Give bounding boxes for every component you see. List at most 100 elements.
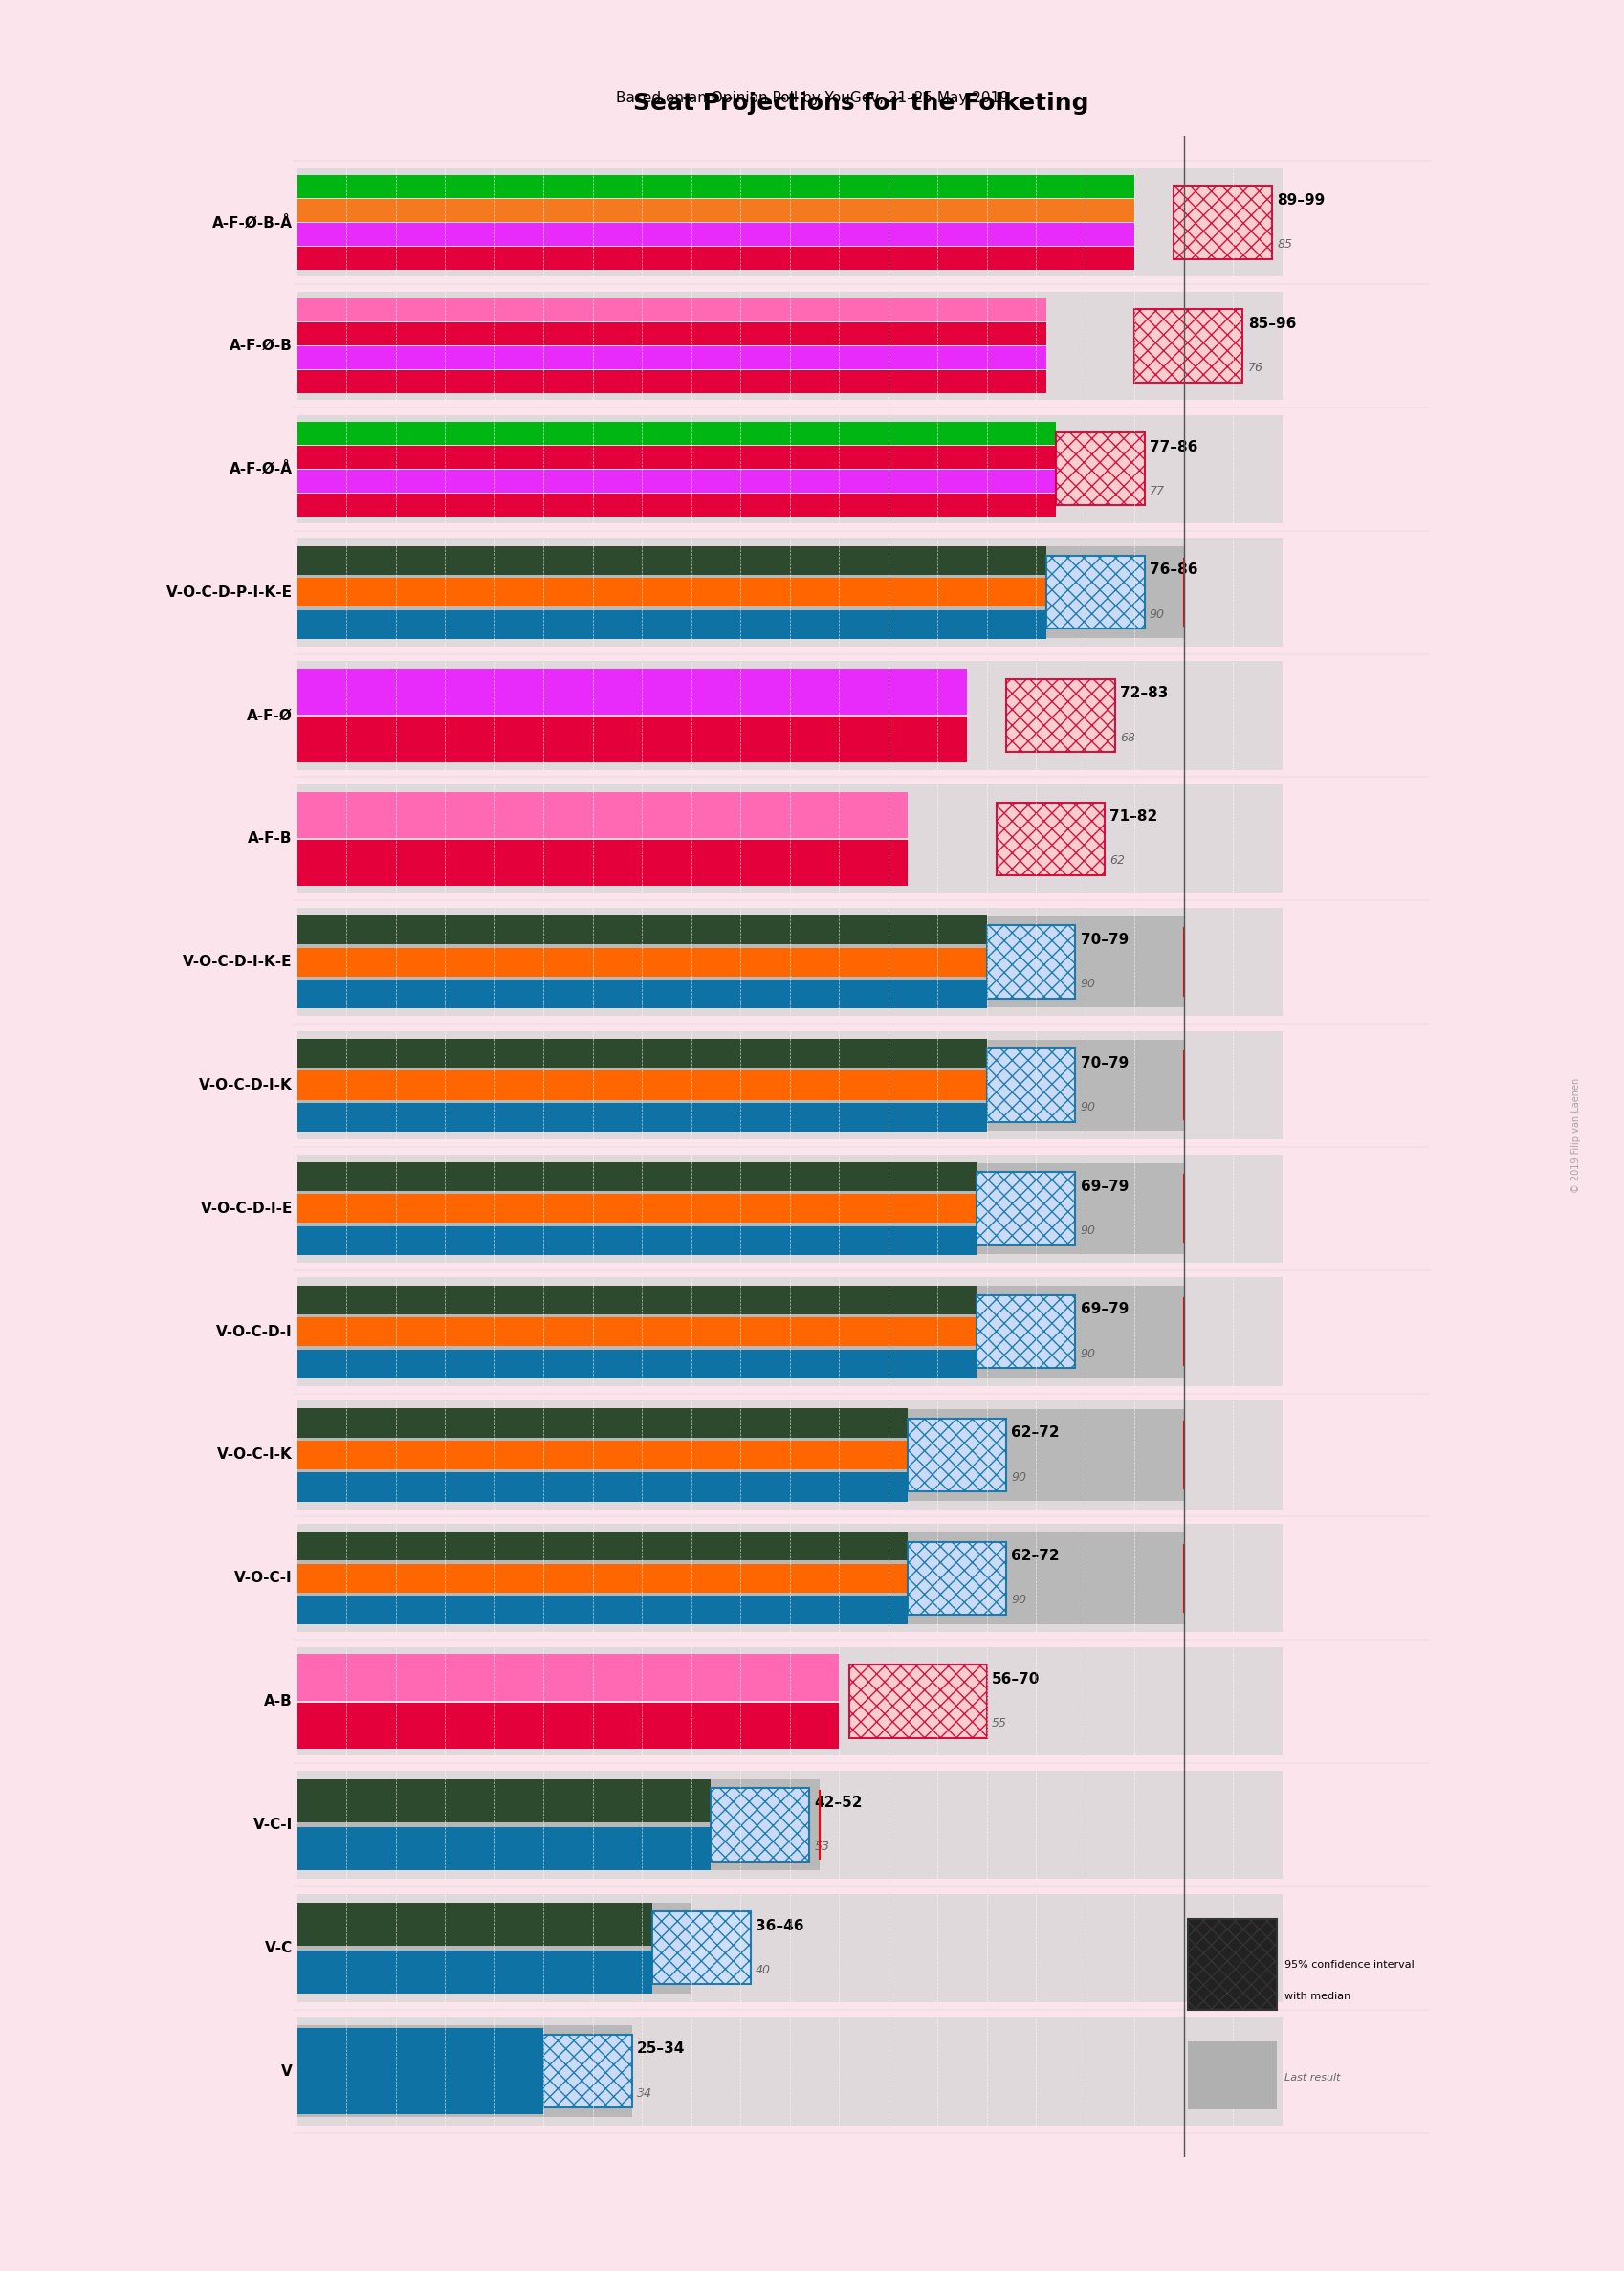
Text: V‑O‑C‑D‑I: V‑O‑C‑D‑I — [216, 1324, 292, 1340]
Bar — [1187, 2042, 1276, 2110]
Text: 70–79: 70–79 — [1080, 933, 1127, 947]
Bar — [297, 947, 986, 977]
Text: A‑B: A‑B — [263, 1694, 292, 1708]
Text: 89–99: 89–99 — [1276, 193, 1325, 207]
Bar — [297, 545, 1046, 575]
Text: 62–72: 62–72 — [1010, 1549, 1059, 1562]
Text: 40: 40 — [755, 1964, 770, 1976]
Text: 53: 53 — [814, 1842, 830, 1853]
Bar — [297, 1410, 1182, 1501]
Bar — [297, 1408, 908, 1438]
Text: 77–86: 77–86 — [1148, 441, 1197, 454]
Text: 85: 85 — [1276, 238, 1291, 250]
Bar — [297, 1285, 1182, 1378]
Text: 70–79: 70–79 — [1080, 1056, 1127, 1070]
Text: 90: 90 — [1010, 1472, 1026, 1483]
Text: Based on an Opinion Poll by YouGov, 21–25 May 2019: Based on an Opinion Poll by YouGov, 21–2… — [615, 91, 1009, 104]
Bar — [297, 322, 1046, 345]
Bar — [1173, 186, 1272, 259]
Bar — [297, 1565, 908, 1592]
Text: V: V — [281, 2064, 292, 2078]
Text: V‑C: V‑C — [265, 1942, 292, 1955]
Bar — [297, 470, 1056, 493]
Bar — [297, 1533, 1182, 1624]
Bar — [297, 1951, 651, 1994]
Bar — [297, 1597, 908, 1624]
Bar — [976, 1172, 1075, 1245]
Text: V‑O‑C‑D‑P‑I‑K‑E: V‑O‑C‑D‑P‑I‑K‑E — [166, 586, 292, 600]
Bar — [986, 927, 1075, 999]
Text: 90: 90 — [1080, 1224, 1095, 1238]
Text: 62–72: 62–72 — [1010, 1426, 1059, 1440]
Bar — [297, 1828, 711, 1871]
Text: A‑F‑Ø‑B‑Å: A‑F‑Ø‑B‑Å — [213, 216, 292, 229]
Bar — [297, 1285, 976, 1315]
Text: 76: 76 — [1247, 361, 1262, 375]
Text: V‑O‑C‑D‑I‑K‑E: V‑O‑C‑D‑I‑K‑E — [184, 954, 292, 970]
Bar — [297, 1040, 1182, 1131]
Bar — [297, 1903, 690, 1994]
Bar — [297, 223, 1134, 245]
Bar — [297, 1771, 1281, 1878]
Bar — [297, 547, 1182, 638]
Bar — [297, 345, 1046, 370]
Bar — [544, 2035, 632, 2107]
Bar — [297, 175, 1134, 198]
Bar — [297, 1653, 838, 1701]
Bar — [297, 248, 1134, 270]
Bar — [297, 1031, 1281, 1140]
Bar — [297, 1401, 1281, 1510]
Bar — [297, 538, 1281, 647]
Text: 55: 55 — [991, 1717, 1007, 1731]
Bar — [297, 1646, 1281, 1755]
Bar — [297, 370, 1046, 393]
Text: 90: 90 — [1080, 1347, 1095, 1360]
Text: V‑O‑C‑D‑I‑K: V‑O‑C‑D‑I‑K — [198, 1079, 292, 1092]
Bar — [297, 611, 1046, 638]
Bar — [297, 1531, 908, 1560]
Bar — [651, 1912, 750, 1985]
Bar — [297, 1038, 986, 1067]
Bar — [297, 2028, 544, 2114]
Bar — [297, 715, 966, 763]
Bar — [976, 1294, 1075, 1367]
Bar — [848, 1665, 986, 1737]
Text: 62: 62 — [1109, 854, 1124, 868]
Bar — [1187, 1919, 1276, 2010]
Text: 25–34: 25–34 — [637, 2042, 685, 2055]
Text: A‑F‑Ø‑B: A‑F‑Ø‑B — [229, 338, 292, 352]
Bar — [1134, 309, 1242, 382]
Bar — [297, 915, 1182, 1008]
Text: 69–79: 69–79 — [1080, 1301, 1127, 1317]
Bar — [297, 1349, 976, 1378]
Bar — [986, 1049, 1075, 1122]
Bar — [297, 577, 1046, 606]
Bar — [297, 1894, 1281, 2003]
Text: 95% confidence interval: 95% confidence interval — [1283, 1960, 1413, 1969]
Bar — [297, 200, 1134, 223]
Bar — [297, 2026, 632, 2117]
Bar — [297, 1104, 986, 1131]
Bar — [1046, 556, 1143, 629]
Bar — [297, 783, 1281, 893]
Bar — [297, 1472, 908, 1501]
Text: 77: 77 — [1148, 486, 1164, 497]
Bar — [297, 1317, 976, 1347]
Bar — [297, 979, 986, 1008]
Text: 71–82: 71–82 — [1109, 808, 1158, 824]
Bar — [297, 915, 986, 945]
Bar — [996, 802, 1104, 874]
Title: Seat Projections for the Folketing: Seat Projections for the Folketing — [633, 91, 1088, 114]
Text: 56–70: 56–70 — [991, 1671, 1039, 1687]
Bar — [297, 422, 1056, 445]
Text: 42–52: 42–52 — [814, 1796, 862, 1810]
Text: with median: with median — [1283, 1992, 1350, 2001]
Bar — [297, 493, 1056, 516]
Bar — [297, 908, 1281, 1015]
Text: 72–83: 72–83 — [1119, 686, 1168, 699]
Text: Last result: Last result — [1283, 2073, 1340, 2083]
Bar — [297, 793, 908, 838]
Bar — [297, 1226, 976, 1256]
Text: V‑O‑C‑D‑I‑E: V‑O‑C‑D‑I‑E — [200, 1201, 292, 1215]
Bar — [297, 1072, 986, 1099]
